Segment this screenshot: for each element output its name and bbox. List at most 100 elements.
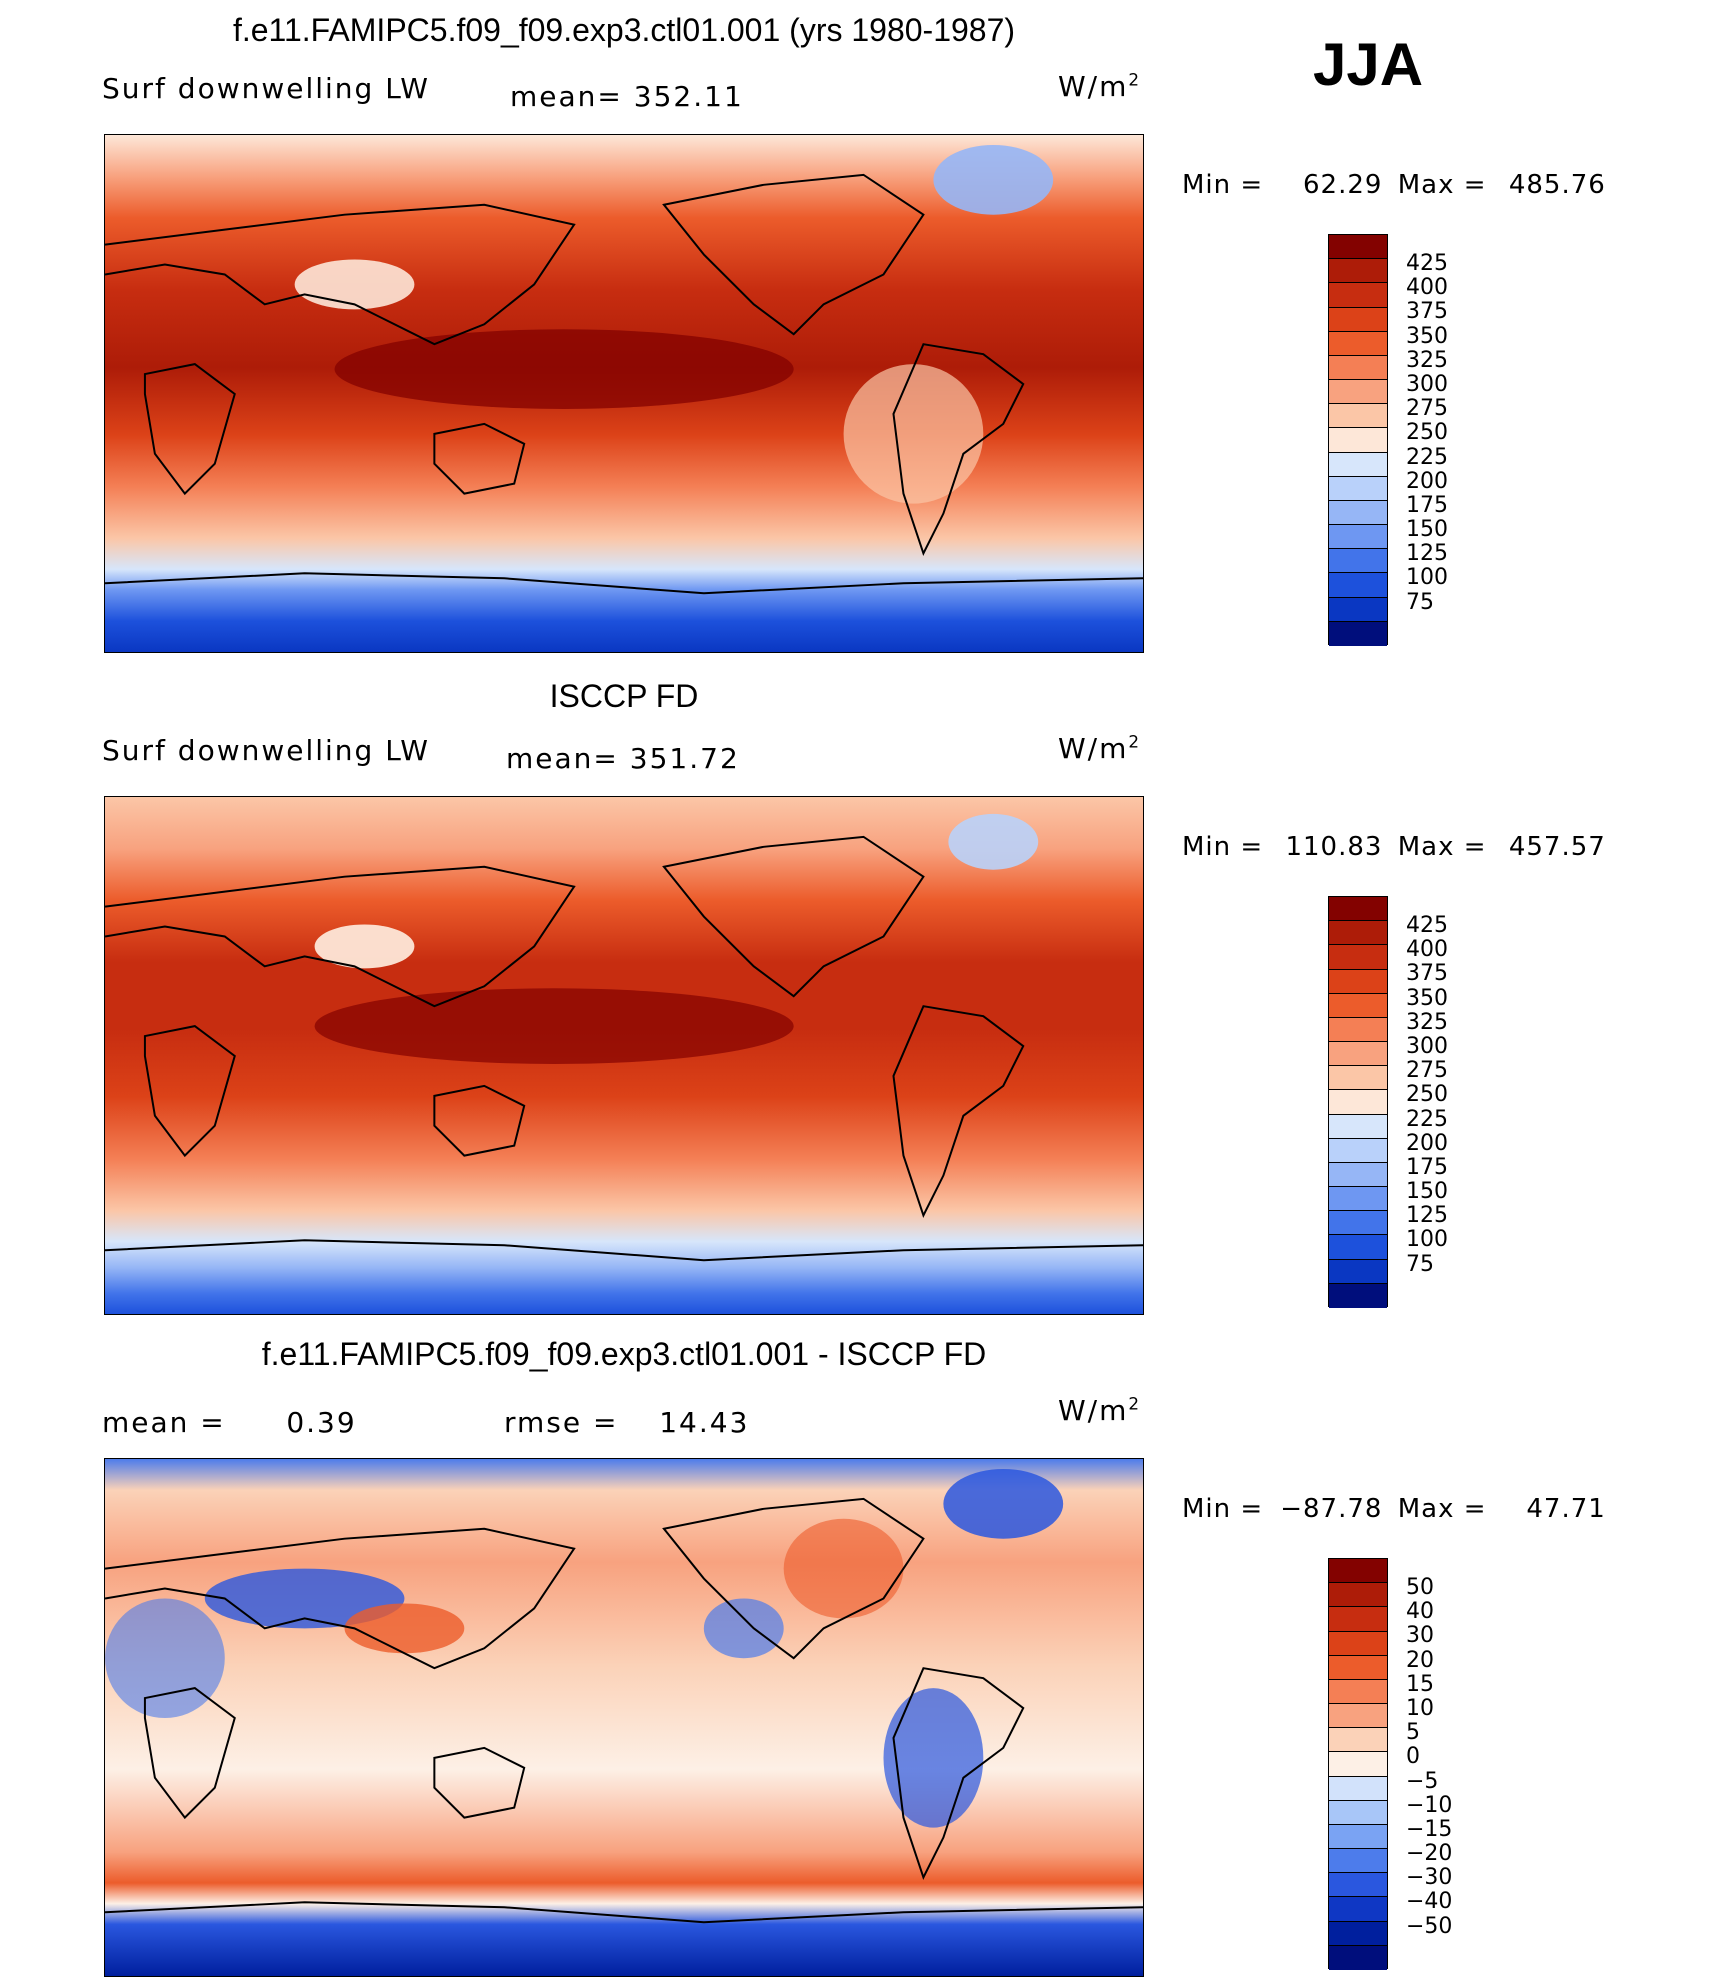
panel-1-max-value: 485.76: [1508, 170, 1606, 200]
colorbar-swatch: [1329, 1259, 1387, 1284]
colorbar-swatch: [1329, 597, 1387, 622]
colorbar-swatch: [1329, 1187, 1387, 1212]
colorbar-swatch: [1329, 331, 1387, 356]
panel-1-coastlines: [105, 173, 1143, 595]
panel-3-min-value: −87.78: [1280, 1494, 1383, 1524]
panel-2-tibet: [314, 924, 415, 969]
colorbar-swatch: [1329, 476, 1387, 501]
panel-1-mean-label: mean=: [510, 80, 623, 113]
colorbar-swatch: [1329, 1559, 1387, 1584]
colorbar-tick-label: 5: [1406, 1720, 1420, 1746]
panel-3-cold-greenland: [943, 1468, 1064, 1539]
colorbar-swatch: [1329, 897, 1387, 922]
colorbar-tick-label: −40: [1406, 1889, 1453, 1915]
colorbar-tick-label: 175: [1406, 492, 1448, 518]
colorbar-tick-label: 300: [1406, 1033, 1448, 1059]
colorbar-tick-label: 425: [1406, 251, 1448, 277]
colorbar-swatch: [1329, 452, 1387, 477]
panel-2-map: [104, 796, 1144, 1315]
colorbar-swatch: [1329, 1824, 1387, 1850]
colorbar-swatch: [1329, 259, 1387, 284]
colorbar-tick-label: 175: [1406, 1154, 1448, 1180]
colorbar-swatch: [1329, 621, 1387, 646]
panel-3-max-label: Max =: [1397, 1494, 1487, 1524]
colorbar-swatch: [1329, 1017, 1387, 1043]
colorbar-swatch: [1329, 428, 1387, 453]
panel-3-cold-pacific: [703, 1598, 784, 1659]
panel-2-minmax: Min = 110.83 Max = 457.57: [1182, 832, 1606, 862]
colorbar-swatch: [1329, 1704, 1387, 1729]
panel-1-variable: Surf downwelling LW: [102, 72, 430, 105]
panel-3-mean-value: 0.39: [286, 1406, 357, 1439]
panel-3-warm-asia: [344, 1603, 465, 1654]
colorbar-swatch: [1329, 993, 1387, 1018]
colorbar-swatch: [1329, 1162, 1387, 1188]
colorbar-swatch: [1329, 969, 1387, 994]
panel-3-rmse-label: rmse =: [504, 1406, 619, 1439]
panel-1-map-svg: [105, 135, 1143, 652]
panel-3-cold-asia: [204, 1568, 405, 1629]
panel-2-coastlines: [105, 835, 1143, 1262]
panel-2-warm-pool: [314, 988, 794, 1064]
colorbar-tick-label: 125: [1406, 1203, 1448, 1229]
colorbar-tick-label: −50: [1406, 1913, 1453, 1939]
colorbar-tick-label: 20: [1406, 1647, 1434, 1673]
panel-3-rmse: rmse = 14.43: [504, 1406, 749, 1439]
panel-2-min-value: 110.83: [1285, 832, 1383, 862]
colorbar-swatch: [1329, 1283, 1387, 1308]
panel-3-cold-sa: [883, 1688, 984, 1828]
colorbar-swatch: [1329, 404, 1387, 429]
colorbar-swatch: [1329, 1728, 1387, 1753]
colorbar-tick-label: −20: [1406, 1841, 1453, 1867]
colorbar-swatch: [1329, 1873, 1387, 1898]
panel-1-units: W/m2: [1058, 70, 1141, 103]
panel-3-warm-na: [783, 1518, 904, 1619]
colorbar-tick-label: 400: [1406, 937, 1448, 963]
panel-3-cold-africa: [105, 1598, 225, 1718]
panel-1-units-sup: 2: [1128, 69, 1142, 90]
panel-2-greenland: [948, 813, 1039, 870]
colorbar-swatch: [1329, 1090, 1387, 1115]
colorbar-tick-label: 100: [1406, 1227, 1448, 1253]
colorbar-tick-label: −5: [1406, 1768, 1439, 1794]
panel-3-units: W/m2: [1058, 1394, 1141, 1427]
season-label: JJA: [1313, 31, 1424, 98]
panel-2-mean-value: 351.72: [629, 742, 740, 775]
colorbar-tick-label: 250: [1406, 1082, 1448, 1108]
colorbar-tick-label: −10: [1406, 1792, 1453, 1818]
colorbar-tick-label: 40: [1406, 1599, 1434, 1625]
colorbar-tick-label: 75: [1406, 589, 1434, 615]
panel-2-map-svg: [105, 797, 1143, 1314]
panel-2-title: ISCCP FD: [549, 678, 699, 714]
colorbar-swatch: [1329, 1138, 1387, 1163]
colorbar-swatch: [1329, 549, 1387, 574]
panel-3-map-svg: [105, 1459, 1143, 1976]
panel-1-minmax: Min = 62.29 Max = 485.76: [1182, 170, 1606, 200]
colorbar-tick-label: 15: [1406, 1671, 1434, 1697]
colorbar-swatch: [1329, 1066, 1387, 1091]
colorbar-swatch: [1329, 235, 1387, 260]
colorbar-swatch: [1329, 500, 1387, 526]
panel-2-mean-label: mean=: [506, 742, 619, 775]
colorbar-swatch: [1329, 1607, 1387, 1632]
colorbar-tick-label: 125: [1406, 541, 1448, 567]
panel-3-map: [104, 1458, 1144, 1977]
panel-3-colorbar: [1328, 1558, 1388, 1970]
panel-3-minmax: Min = −87.78 Max = 47.71: [1182, 1494, 1606, 1524]
colorbar-tick-label: 200: [1406, 468, 1448, 494]
colorbar-tick-label: 350: [1406, 985, 1448, 1011]
colorbar-tick-label: 325: [1406, 347, 1448, 373]
colorbar-tick-label: 375: [1406, 961, 1448, 987]
colorbar-swatch: [1329, 1679, 1387, 1705]
colorbar-tick-label: 0: [1406, 1744, 1420, 1770]
colorbar-swatch: [1329, 525, 1387, 550]
panel-2-variable: Surf downwelling LW: [102, 734, 430, 767]
colorbar-swatch: [1329, 355, 1387, 381]
panel-2-units-text: W/m: [1058, 732, 1129, 765]
panel-1-min-label: Min =: [1182, 170, 1264, 200]
colorbar-tick-label: 150: [1406, 517, 1448, 543]
colorbar-tick-label: 275: [1406, 1058, 1448, 1084]
panel-2-max-label: Max =: [1397, 832, 1487, 862]
panel-1-greenland: [933, 144, 1054, 215]
panel-1-map: [104, 134, 1144, 653]
